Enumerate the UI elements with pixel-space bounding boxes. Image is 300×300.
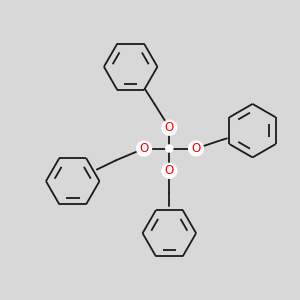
- Circle shape: [166, 145, 173, 152]
- Text: O: O: [165, 164, 174, 177]
- Text: O: O: [191, 142, 201, 155]
- Circle shape: [136, 141, 152, 156]
- Circle shape: [162, 120, 177, 135]
- Text: O: O: [165, 121, 174, 134]
- Circle shape: [162, 164, 177, 178]
- Text: O: O: [140, 142, 149, 155]
- Circle shape: [189, 141, 203, 156]
